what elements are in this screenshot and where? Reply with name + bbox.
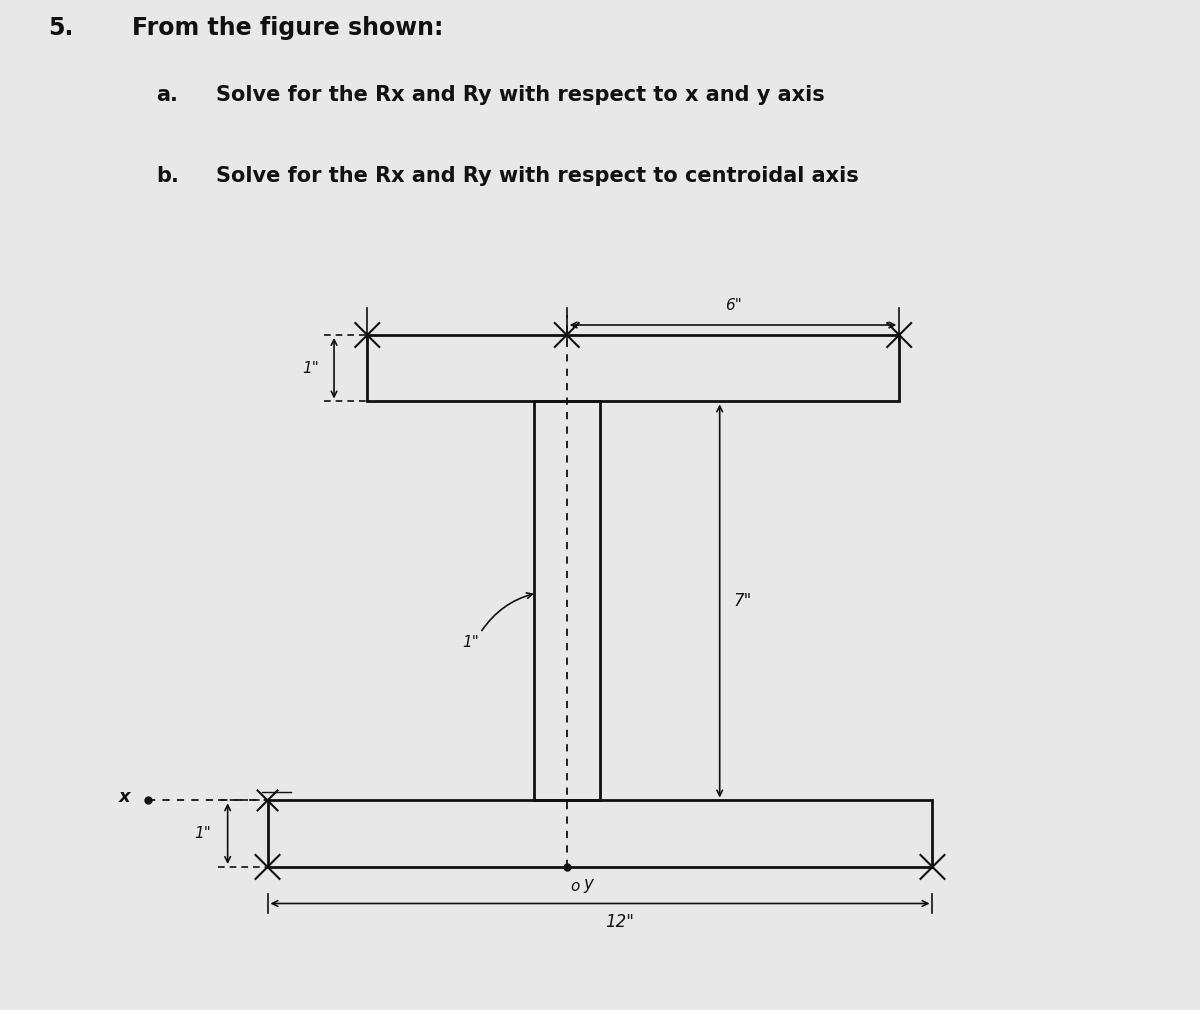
Text: 6": 6": [725, 298, 742, 313]
Text: 12": 12": [606, 913, 635, 931]
Text: x: x: [119, 788, 131, 806]
Text: Solve for the Rx and Ry with respect to centroidal axis: Solve for the Rx and Ry with respect to …: [216, 166, 859, 186]
Text: 7": 7": [733, 592, 751, 610]
Text: From the figure shown:: From the figure shown:: [132, 16, 443, 40]
Text: 1": 1": [462, 635, 479, 650]
Bar: [268, 800, 932, 867]
Bar: [534, 402, 600, 800]
Text: b.: b.: [156, 166, 179, 186]
Text: Solve for the Rx and Ry with respect to x and y axis: Solve for the Rx and Ry with respect to …: [216, 85, 824, 105]
Text: 1": 1": [194, 826, 211, 841]
Text: 5.: 5.: [48, 16, 73, 40]
Text: y: y: [583, 875, 593, 893]
Text: a.: a.: [156, 85, 178, 105]
Text: 1": 1": [302, 361, 319, 376]
Text: o: o: [570, 879, 580, 894]
Bar: [367, 335, 899, 401]
